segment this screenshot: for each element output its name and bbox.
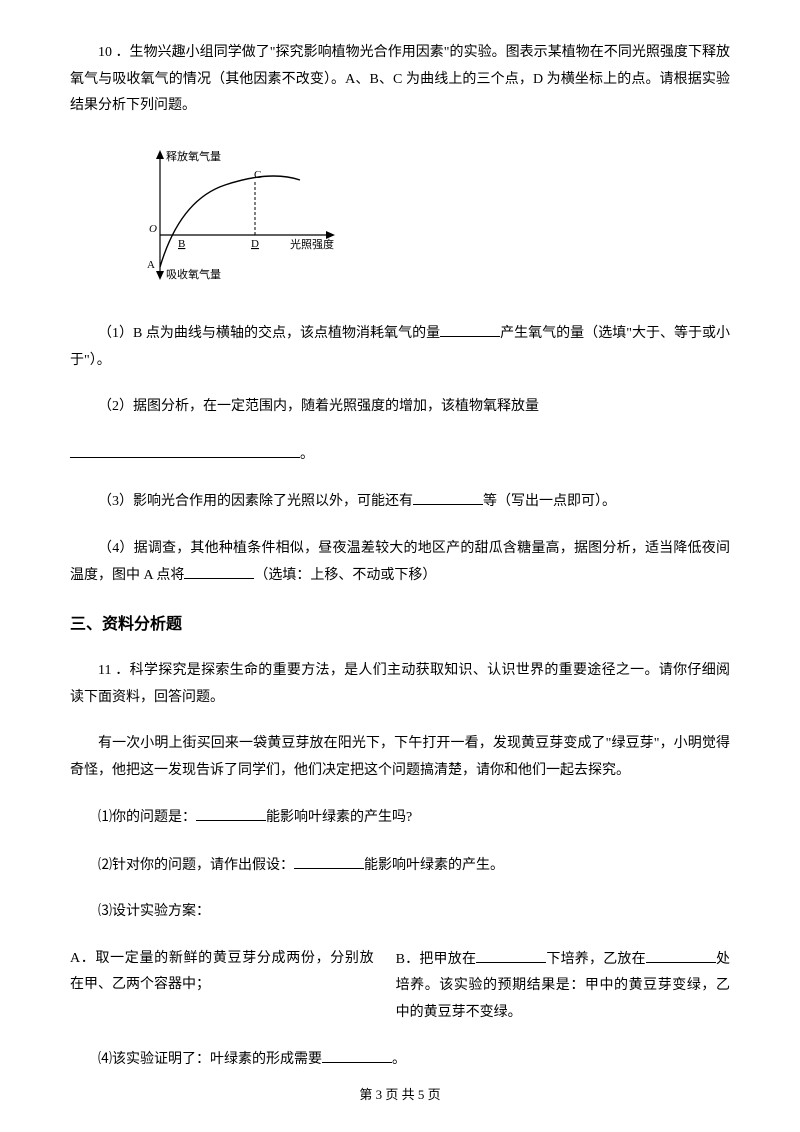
blank bbox=[646, 946, 716, 963]
q10-s2-blank-row: 。 bbox=[70, 441, 730, 468]
point-b: B bbox=[178, 238, 185, 250]
q11-rB: 下培养，乙放在 bbox=[546, 952, 646, 967]
q11-s4a: ⑷该实验证明了：叶绿素的形成需要 bbox=[98, 1052, 322, 1067]
q11-col-left: A．取一定量的新鲜的黄豆芽分成两份，分别放在甲、乙两个容器中； bbox=[70, 946, 374, 1027]
y-top-label: 释放氧气量 bbox=[166, 149, 221, 163]
q10-chart: 释放氧气量 吸收氧气量 光照强度 O A B C D bbox=[130, 140, 730, 301]
point-a: A bbox=[147, 259, 155, 271]
q11-s1b: 能影响叶绿素的产生吗? bbox=[266, 810, 412, 825]
x-arrow bbox=[326, 231, 335, 239]
blank bbox=[476, 946, 546, 963]
q10-s1a: （1）B 点为曲线与横轴的交点，该点植物消耗氧气的量 bbox=[98, 326, 440, 341]
q10-intro: 10 ．生物兴趣小组同学做了"探究影响植物光合作用因素"的实验。图表示某植物在不… bbox=[70, 40, 730, 120]
x-label: 光照强度 bbox=[290, 237, 334, 251]
blank bbox=[70, 441, 300, 458]
q10-s3b: 等（写出一点即可）。 bbox=[483, 494, 616, 509]
y-arrow-down bbox=[156, 271, 164, 280]
point-c: C bbox=[254, 169, 261, 181]
q10-s3a: （3）影响光合作用的因素除了光照以外，可能还有 bbox=[98, 494, 413, 509]
q11-two-col: A．取一定量的新鲜的黄豆芽分成两份，分别放在甲、乙两个容器中； B．把甲放在 下培… bbox=[70, 946, 730, 1027]
blank bbox=[413, 488, 483, 505]
point-d: D bbox=[251, 238, 259, 250]
blank bbox=[196, 804, 266, 821]
q10-s4b: （选填：上移、不动或下移） bbox=[254, 568, 436, 583]
y-bot-label: 吸收氧气量 bbox=[166, 267, 221, 281]
q10-s4: （4）据调查，其他种植条件相似，昼夜温差较大的地区产的甜瓜含糖量高，据图分析，适… bbox=[70, 536, 730, 590]
page-footer: 第 3 页 共 5 页 bbox=[0, 1083, 800, 1108]
q10-s2a: （2）据图分析，在一定范围内，随着光照强度的增加，该植物氧释放量 bbox=[98, 399, 539, 414]
chart-svg: 释放氧气量 吸收氧气量 光照强度 O A B C D bbox=[130, 140, 350, 290]
q11-s4: ⑷该实验证明了：叶绿素的形成需要 。 bbox=[70, 1046, 730, 1073]
q11-s2: ⑵针对你的问题，请作出假设： 能影响叶绿素的产生。 bbox=[70, 852, 730, 879]
blank bbox=[440, 320, 500, 337]
q11-s2a: ⑵针对你的问题，请作出假设： bbox=[98, 858, 294, 873]
blank bbox=[184, 562, 254, 579]
origin-label: O bbox=[149, 223, 157, 235]
q11-s2b: 能影响叶绿素的产生。 bbox=[364, 858, 504, 873]
q11-col-right: B．把甲放在下培养，乙放在处培养。该实验的预期结果是：甲中的黄豆芽变绿，乙中的黄… bbox=[396, 946, 730, 1027]
blank bbox=[322, 1046, 392, 1063]
q11-s1a: ⑴你的问题是： bbox=[98, 810, 196, 825]
q11-s1: ⑴你的问题是： 能影响叶绿素的产生吗? bbox=[70, 804, 730, 831]
y-arrow bbox=[156, 150, 164, 159]
section-3-title: 三、资料分析题 bbox=[70, 610, 730, 640]
blank bbox=[294, 852, 364, 869]
q11-rA: B．把甲放在 bbox=[396, 952, 477, 967]
q11-intro: 11 ．科学探究是探索生命的重要方法，是人们主动获取知识、认识世界的重要途径之一… bbox=[70, 658, 730, 711]
q10-s2: （2）据图分析，在一定范围内，随着光照强度的增加，该植物氧释放量 bbox=[70, 394, 730, 421]
q11-story: 有一次小明上街买回来一袋黄豆芽放在阳光下，下午打开一看，发现黄豆芽变成了"绿豆芽… bbox=[70, 731, 730, 784]
q10-s1: （1）B 点为曲线与横轴的交点，该点植物消耗氧气的量产生氧气的量（选填"大于、等… bbox=[70, 320, 730, 374]
q11-s4b: 。 bbox=[392, 1052, 406, 1067]
q11-s3: ⑶设计实验方案： bbox=[70, 899, 730, 926]
q10-s2b: 。 bbox=[300, 447, 314, 462]
curve bbox=[160, 176, 300, 267]
q10-s3: （3）影响光合作用的因素除了光照以外，可能还有 等（写出一点即可）。 bbox=[70, 488, 730, 515]
